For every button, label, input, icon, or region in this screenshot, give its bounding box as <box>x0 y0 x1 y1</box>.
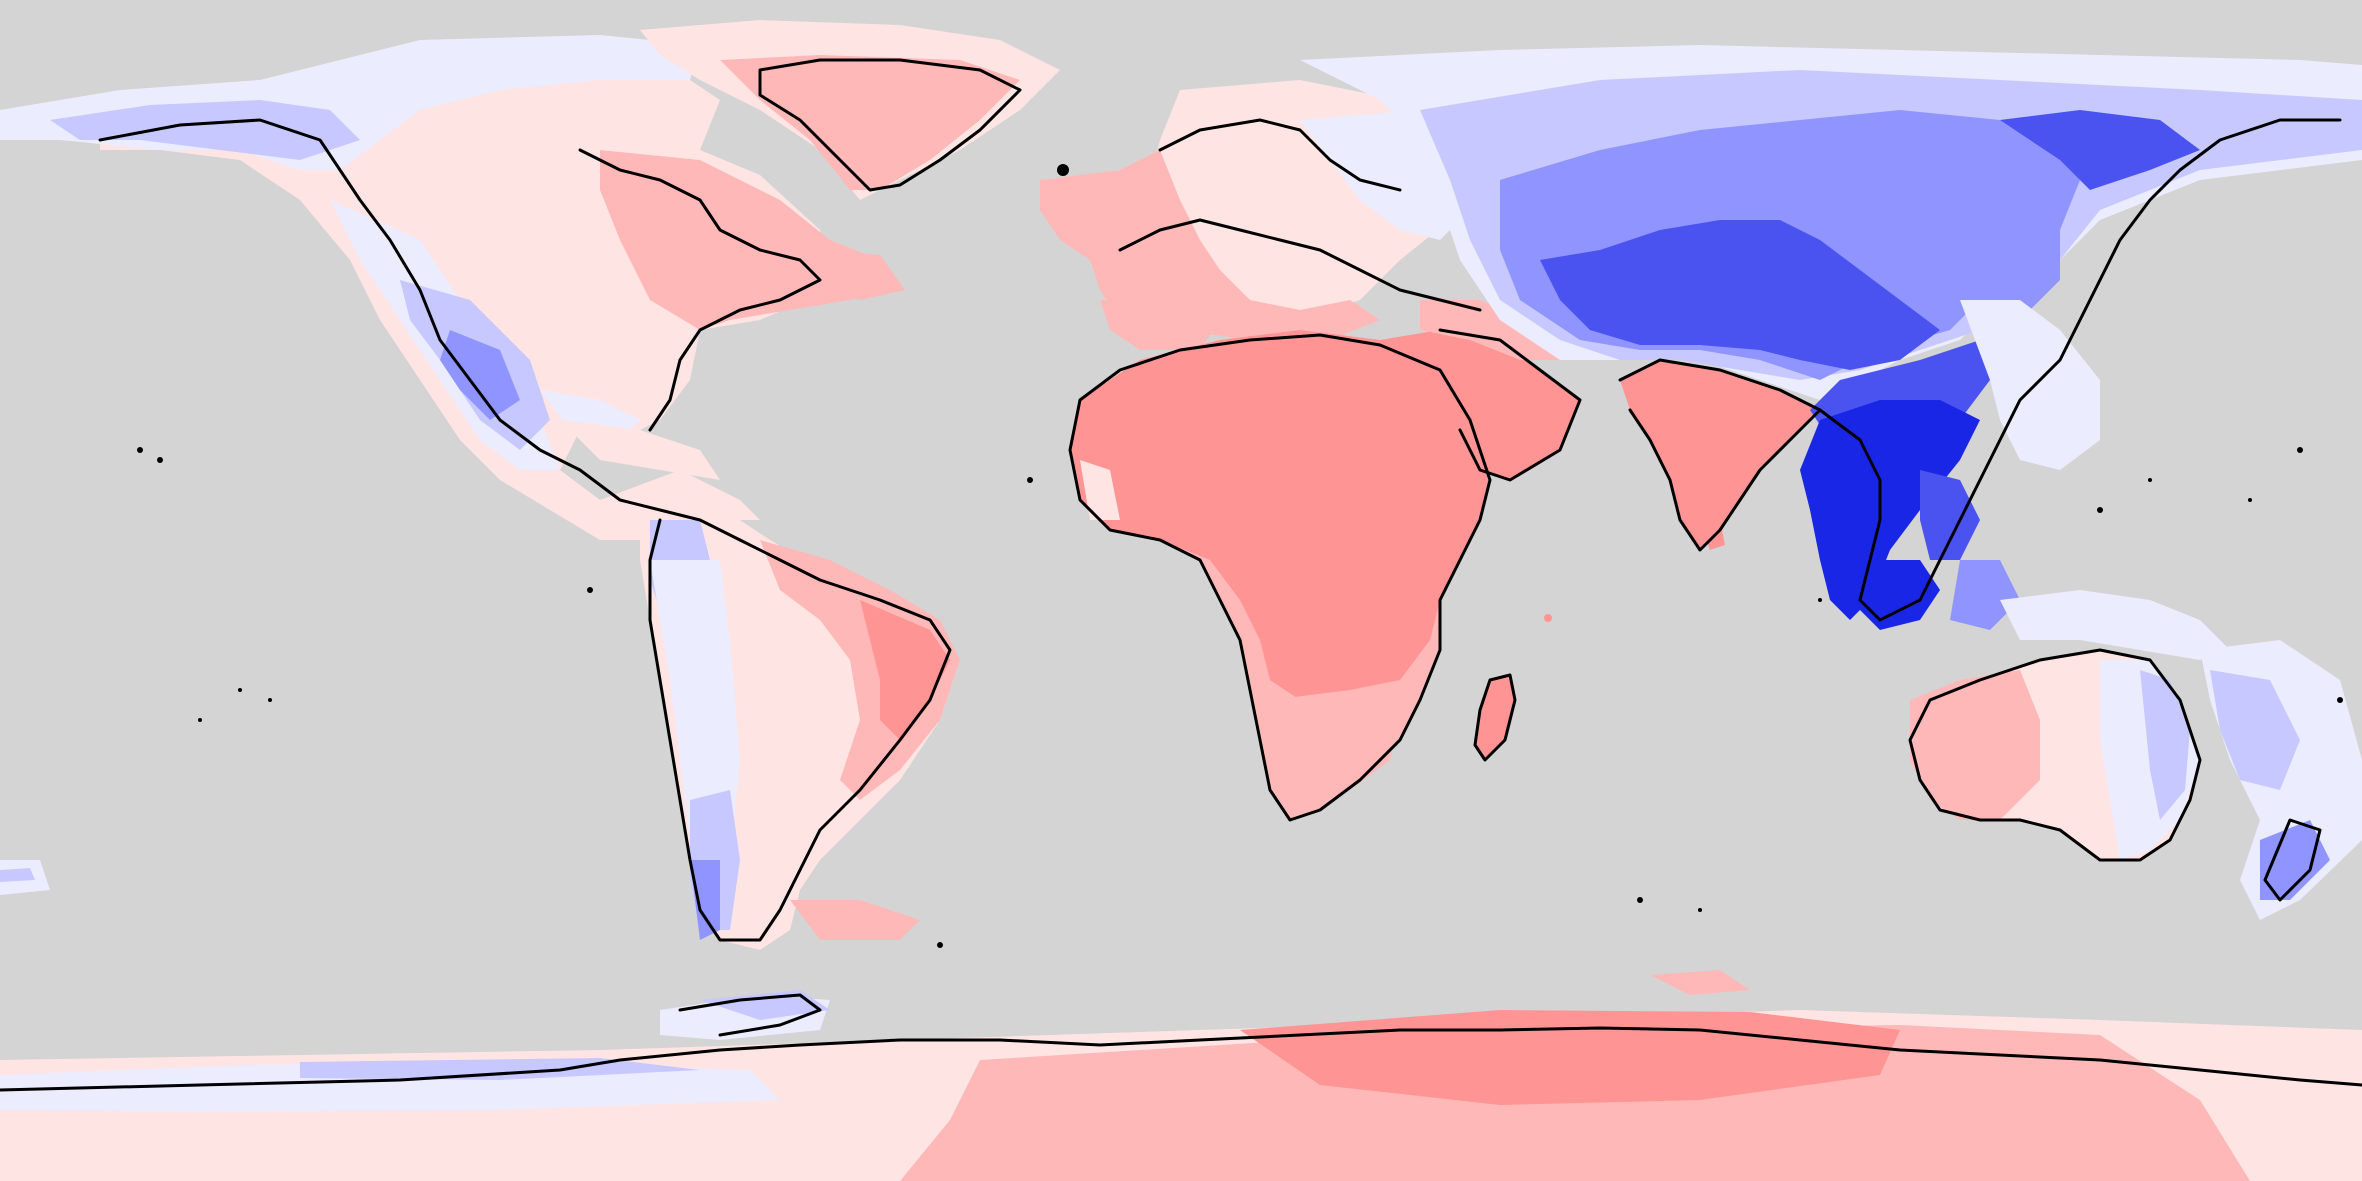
new-zealand <box>0 640 2362 920</box>
australia <box>1910 650 2200 860</box>
island-dots <box>137 164 2343 948</box>
greenland <box>640 20 1060 200</box>
north-america <box>0 35 905 540</box>
asia <box>1300 45 2362 660</box>
south-america <box>640 500 960 950</box>
arabia <box>1380 300 1580 480</box>
africa <box>1070 330 1490 820</box>
island-red-dot <box>1544 614 1552 622</box>
antarctica <box>0 970 2362 1181</box>
india <box>1620 360 1820 550</box>
coastlines <box>0 58 2362 1092</box>
